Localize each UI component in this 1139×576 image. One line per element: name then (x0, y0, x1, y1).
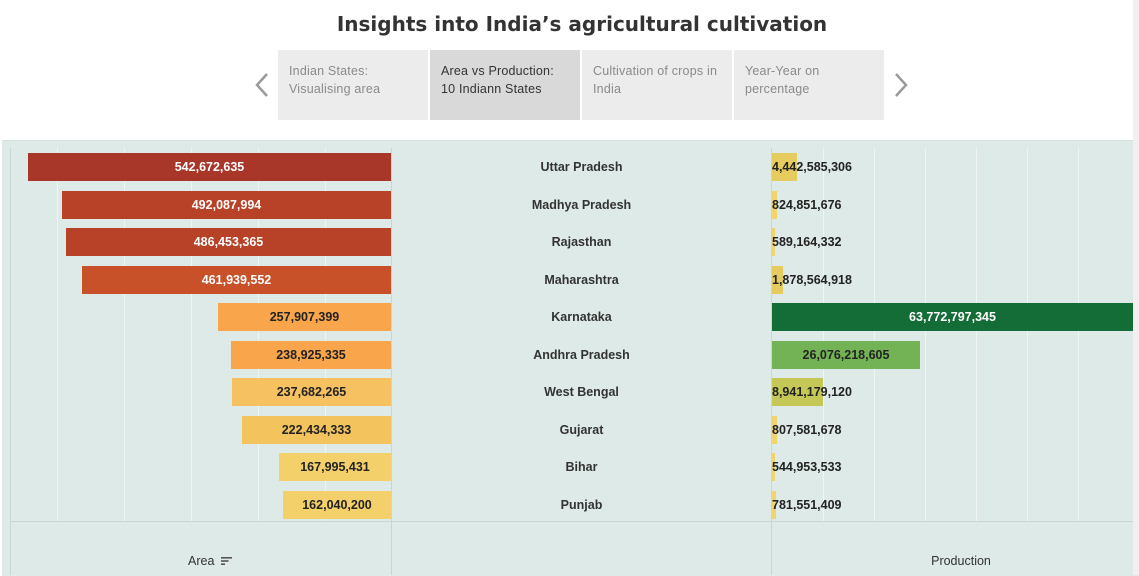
production-bar[interactable] (772, 378, 823, 406)
gridline (925, 148, 926, 522)
story-point-label: Indian States: Visualising area (289, 64, 381, 96)
production-bar[interactable] (772, 153, 797, 181)
state-label: Gujarat (559, 423, 604, 437)
production-bar[interactable] (772, 191, 777, 219)
production-bar[interactable] (772, 416, 777, 444)
area-bar[interactable]: 238,925,335 (231, 341, 391, 369)
state-label: Karnataka (551, 310, 612, 324)
production-value-label: 544,953,533 (772, 460, 842, 474)
gridline (57, 148, 58, 522)
gridline (191, 148, 192, 522)
production-bar[interactable] (772, 453, 775, 481)
story-point-cultivation-of-crops[interactable]: Cultivation of crops in India (582, 50, 732, 120)
story-point-label: Cultivation of crops in India (593, 64, 718, 96)
area-bar[interactable]: 486,453,365 (66, 228, 391, 256)
gridline (1027, 148, 1028, 522)
gridline (258, 148, 259, 522)
state-label: Madhya Pradesh (531, 198, 632, 212)
gridline (823, 148, 824, 522)
gridline (976, 148, 977, 522)
state-label: Uttar Pradesh (540, 160, 623, 174)
area-bar[interactable]: 162,040,200 (283, 491, 391, 519)
area-bar[interactable]: 222,434,333 (242, 416, 391, 444)
production-value-label: 26,076,218,605 (802, 348, 890, 362)
story-point-year-on-year[interactable]: Year-Year on percentage (734, 50, 884, 120)
state-label: Maharashtra (544, 273, 619, 287)
production-panel-divider (771, 148, 772, 575)
production-value-label: 781,551,409 (772, 498, 842, 512)
sort-icon[interactable] (220, 555, 232, 569)
production-value-label: 824,851,676 (772, 198, 842, 212)
area-bar[interactable]: 237,682,265 (232, 378, 391, 406)
story-point-label: Year-Year on percentage (745, 64, 820, 96)
production-value-label: 807,581,678 (772, 423, 842, 437)
dashboard-title: Insights into India’s agricultural culti… (336, 12, 828, 36)
production-value-label: 4,442,585,306 (772, 160, 852, 174)
production-value-label: 1,878,564,918 (772, 273, 852, 287)
production-value-label: 63,772,797,345 (909, 310, 996, 324)
previous-story-arrow-icon[interactable] (250, 68, 274, 102)
production-axis-title: Production (931, 554, 991, 568)
area-bar[interactable]: 542,672,635 (28, 153, 391, 181)
gridline (124, 148, 125, 522)
production-bar[interactable] (772, 266, 783, 294)
state-label: Punjab (560, 498, 603, 512)
production-value-label: 589,164,332 (772, 235, 842, 249)
next-story-arrow-icon[interactable] (889, 68, 913, 102)
gridline (874, 148, 875, 522)
area-panel-divider (391, 148, 392, 575)
area-bar[interactable]: 492,087,994 (62, 191, 391, 219)
area-bar[interactable]: 167,995,431 (279, 453, 391, 481)
state-label: Rajasthan (551, 235, 612, 249)
story-point-visualising-area[interactable]: Indian States: Visualising area (278, 50, 428, 120)
production-bar[interactable] (772, 228, 775, 256)
state-label: Andhra Pradesh (533, 348, 630, 362)
production-value-label: 8,941,179,120 (772, 385, 852, 399)
story-point-area-vs-production[interactable]: Area vs Production: 10 Indiann States (430, 50, 580, 120)
area-axis-label: Area (188, 554, 215, 568)
gridline (1078, 148, 1079, 522)
state-label: West Bengal (544, 385, 619, 399)
production-bar[interactable] (772, 491, 776, 519)
area-axis-title: Area (150, 554, 270, 569)
axis-divider (10, 521, 1137, 522)
state-label: Bihar (565, 460, 598, 474)
chart-left-border (10, 148, 11, 575)
area-bar[interactable]: 461,939,552 (82, 266, 391, 294)
gridline (325, 148, 326, 522)
story-point-label: Area vs Production: 10 Indiann States (441, 64, 554, 96)
production-bar[interactable] (772, 303, 1133, 331)
production-bar[interactable] (772, 341, 920, 369)
area-bar[interactable]: 257,907,399 (218, 303, 391, 331)
vertical-scrollbar[interactable] (1133, 0, 1139, 575)
